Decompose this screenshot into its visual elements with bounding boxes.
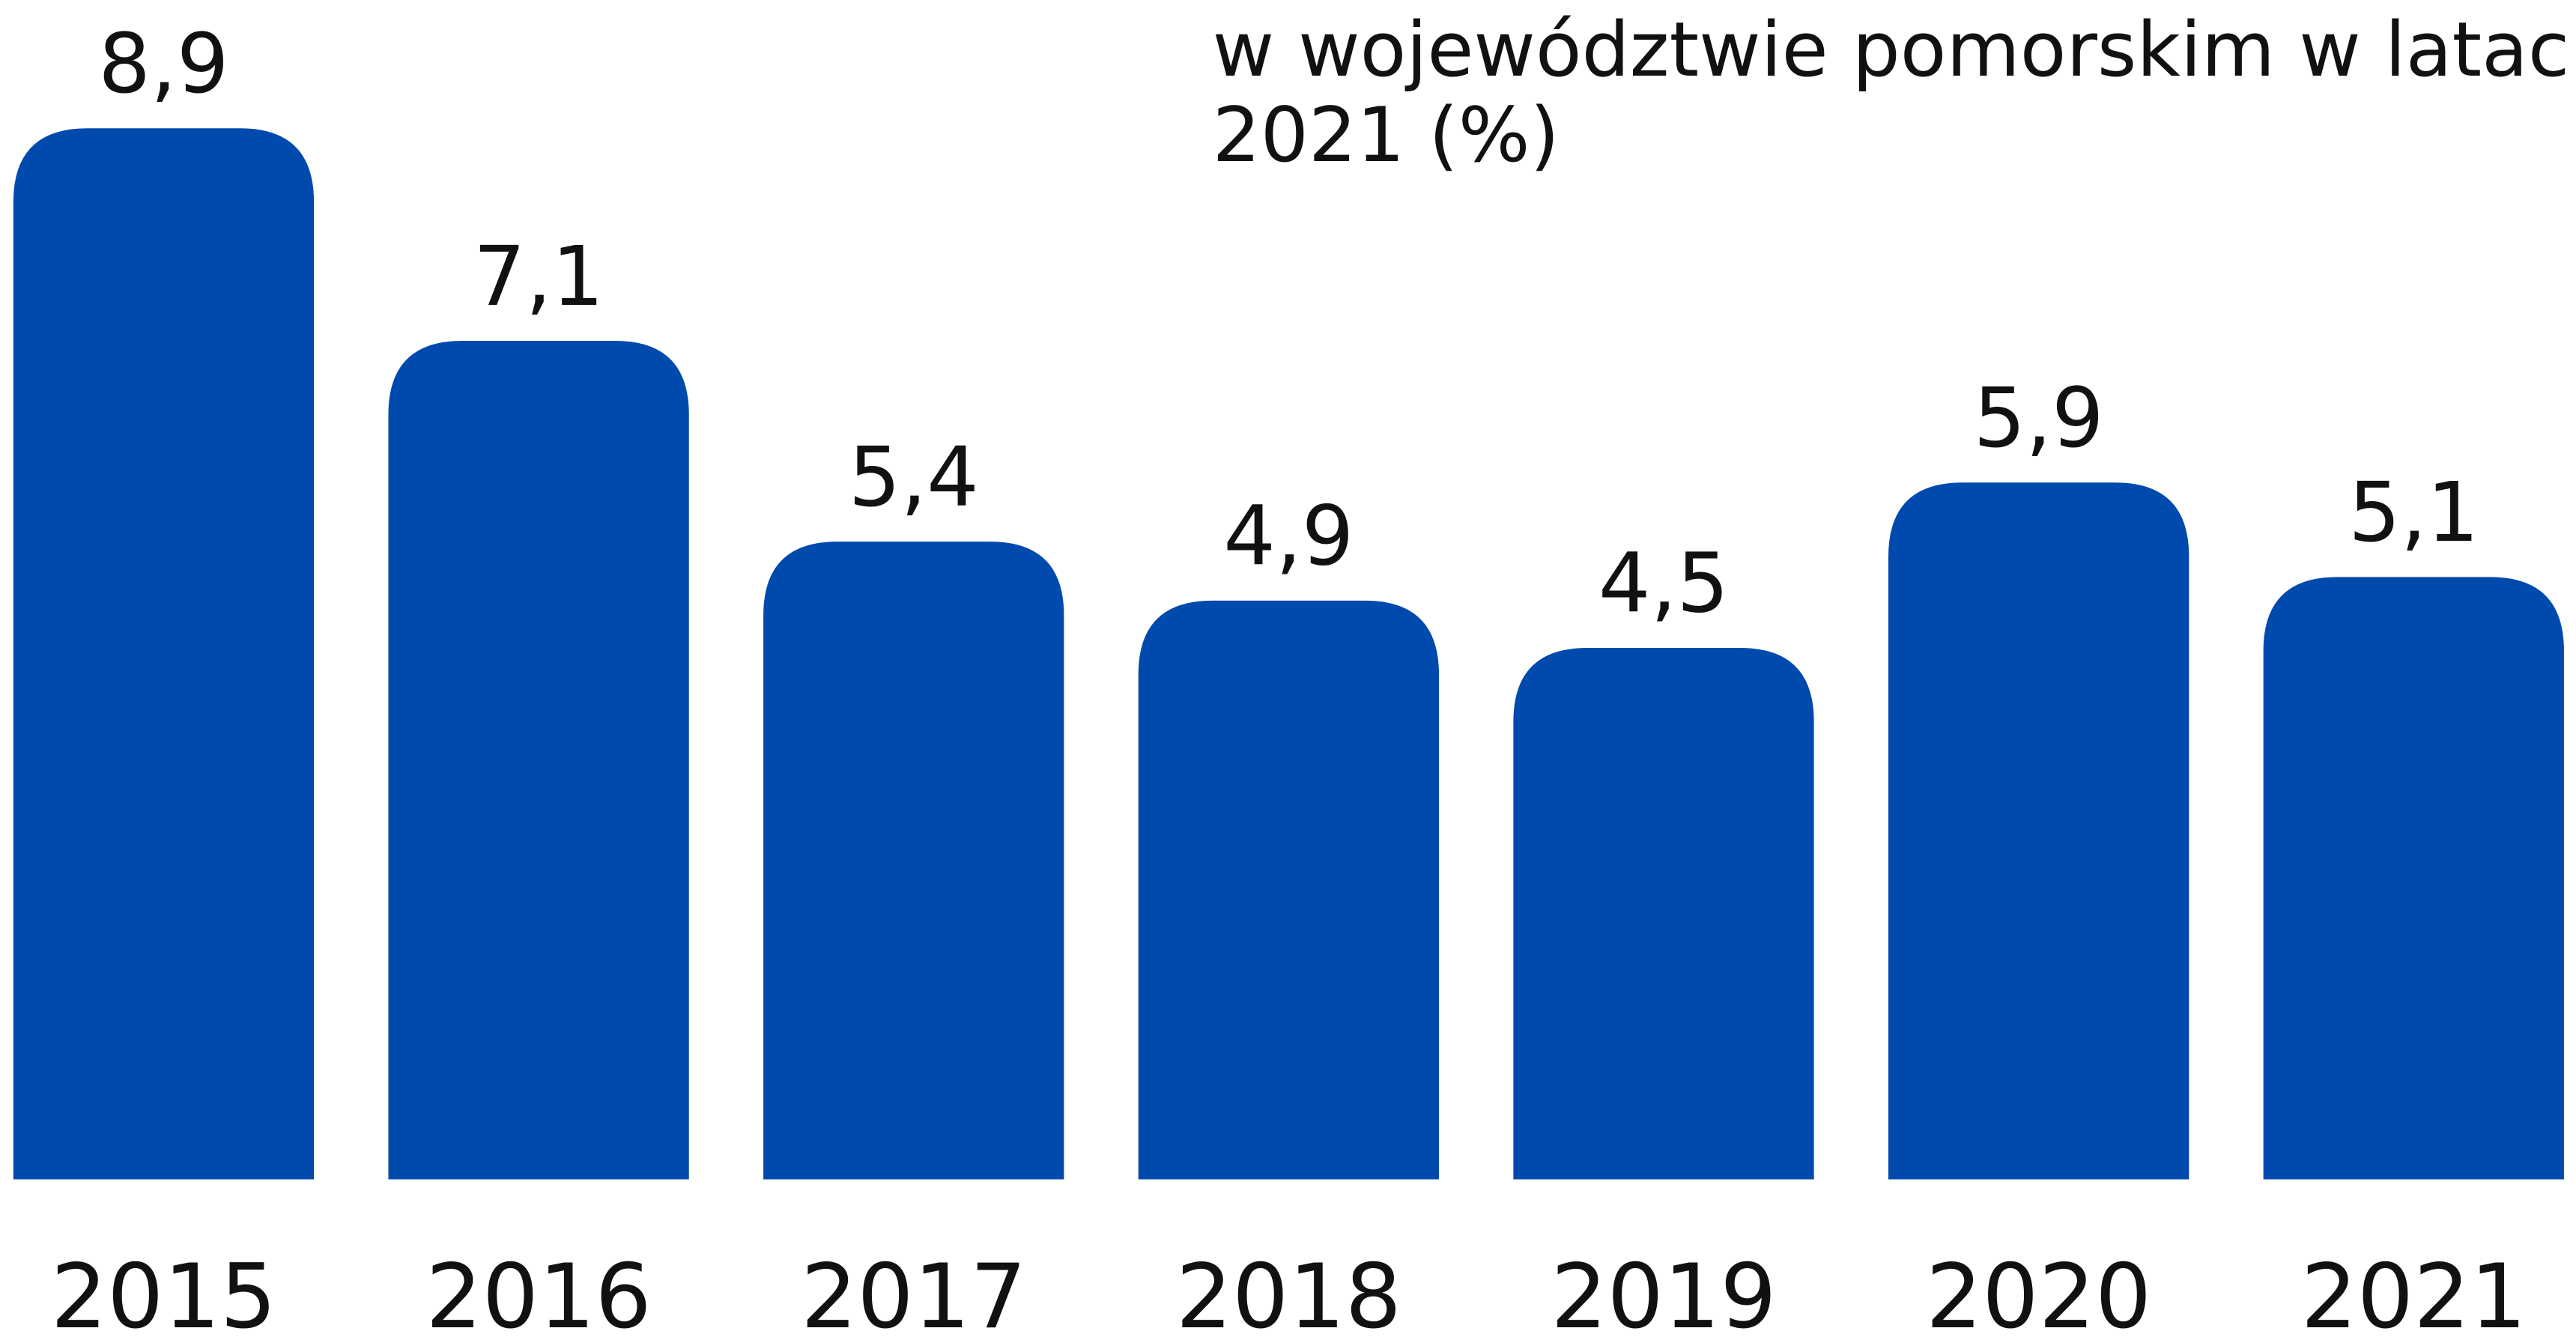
value-label: 5,1 (2348, 464, 2479, 560)
chart-title: 2021 (%) (1213, 91, 1560, 179)
bar (763, 542, 1064, 1180)
chart-title: w województwie pomorskim w latach 201 (1213, 5, 2576, 94)
bar (2263, 577, 2564, 1180)
bar (388, 341, 689, 1180)
x-tick-label: 2020 (1926, 1245, 2151, 1337)
x-tick-label: 2021 (2301, 1245, 2527, 1337)
value-label: 4,9 (1223, 488, 1354, 584)
x-tick-label: 2019 (1551, 1245, 1776, 1337)
x-tick-label: 2015 (51, 1245, 276, 1337)
value-label: 8,9 (98, 16, 228, 112)
x-tick-label: 2017 (801, 1245, 1026, 1337)
bar (1513, 647, 1814, 1180)
x-tick-label: 2016 (425, 1245, 651, 1337)
value-label: 5,4 (849, 429, 979, 525)
bar (1138, 600, 1440, 1180)
value-label: 4,5 (1598, 536, 1729, 631)
bar (13, 128, 315, 1180)
bar (1888, 482, 2189, 1180)
value-label: 5,9 (1973, 370, 2103, 466)
x-tick-label: 2018 (1176, 1245, 1401, 1337)
value-label: 7,1 (473, 228, 604, 324)
